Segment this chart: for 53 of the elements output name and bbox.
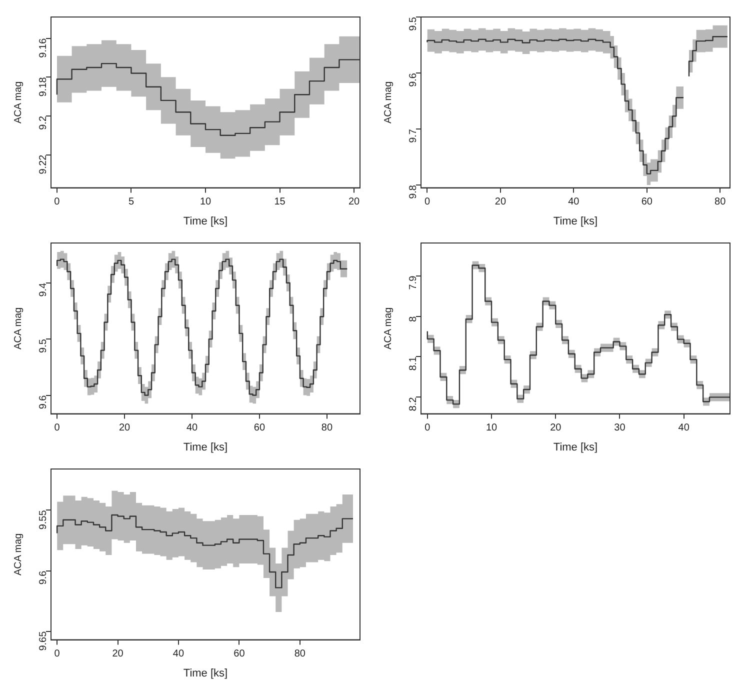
x-tick-label: 60 <box>641 196 653 208</box>
y-axis-title: ACA mag <box>12 307 24 350</box>
x-tick-label: 60 <box>234 648 246 660</box>
x-axis-title: Time [ks] <box>183 215 228 228</box>
x-axis-title: Time [ks] <box>553 215 598 228</box>
x-axis-title: Time [ks] <box>553 441 598 454</box>
y-tick-label: 9.22 <box>38 154 49 174</box>
x-axis-title: Time [ks] <box>183 667 228 680</box>
x-tick-label: 10 <box>200 196 212 208</box>
y-tick-label: 9.5 <box>38 338 49 353</box>
y-axis-title: ACA mag <box>382 307 394 350</box>
x-tick-label: 40 <box>186 422 198 434</box>
x-tick-label: 40 <box>678 422 690 434</box>
x-tick-label: 20 <box>550 422 562 434</box>
x-tick-label: 5 <box>128 196 134 208</box>
x-tick-label: 30 <box>614 422 626 434</box>
y-tick-label: 9.2 <box>38 116 49 130</box>
y-tick-label: 7.9 <box>408 275 419 290</box>
x-tick-label: 80 <box>294 648 306 660</box>
x-tick-label: 15 <box>274 196 286 208</box>
y-tick-label: 9.6 <box>38 570 49 585</box>
x-tick-label: 0 <box>424 196 430 208</box>
x-tick-label: 20 <box>494 196 506 208</box>
x-tick-label: 20 <box>348 196 360 208</box>
y-tick-label: 9.55 <box>38 510 49 530</box>
y-tick-label: 8.1 <box>408 356 419 371</box>
x-tick-label: 80 <box>714 196 726 208</box>
y-tick-label: 8.2 <box>408 396 419 412</box>
y-tick-label: 9.6 <box>408 72 419 87</box>
y-tick-label: 9.8 <box>408 184 419 199</box>
x-tick-label: 20 <box>118 422 131 434</box>
y-tick-label: 9.65 <box>38 630 49 651</box>
x-tick-label: 60 <box>254 422 266 434</box>
x-tick-label: 20 <box>112 648 124 660</box>
x-tick-label: 0 <box>54 648 60 660</box>
x-tick-label: 10 <box>486 422 498 434</box>
y-tick-label: 9.4 <box>38 282 49 297</box>
y-axis-title: ACA mag <box>12 533 24 576</box>
x-tick-label: 80 <box>321 422 333 434</box>
x-tick-label: 0 <box>424 422 431 434</box>
y-tick-label: 8 <box>408 316 419 322</box>
y-tick-label: 9.18 <box>38 76 49 97</box>
x-tick-label: 40 <box>172 648 184 660</box>
y-tick-label: 9.5 <box>408 16 419 31</box>
y-axis-title: ACA mag <box>12 81 24 124</box>
x-tick-label: 0 <box>54 196 60 208</box>
y-tick-label: 9.7 <box>408 128 419 143</box>
y-tick-label: 9.6 <box>38 394 49 410</box>
x-tick-label: 0 <box>54 422 60 434</box>
y-axis-title: ACA mag <box>382 81 394 124</box>
x-tick-label: 40 <box>568 196 580 208</box>
y-tick-label: 9.16 <box>38 38 49 58</box>
x-axis-title: Time [ks] <box>183 441 228 454</box>
